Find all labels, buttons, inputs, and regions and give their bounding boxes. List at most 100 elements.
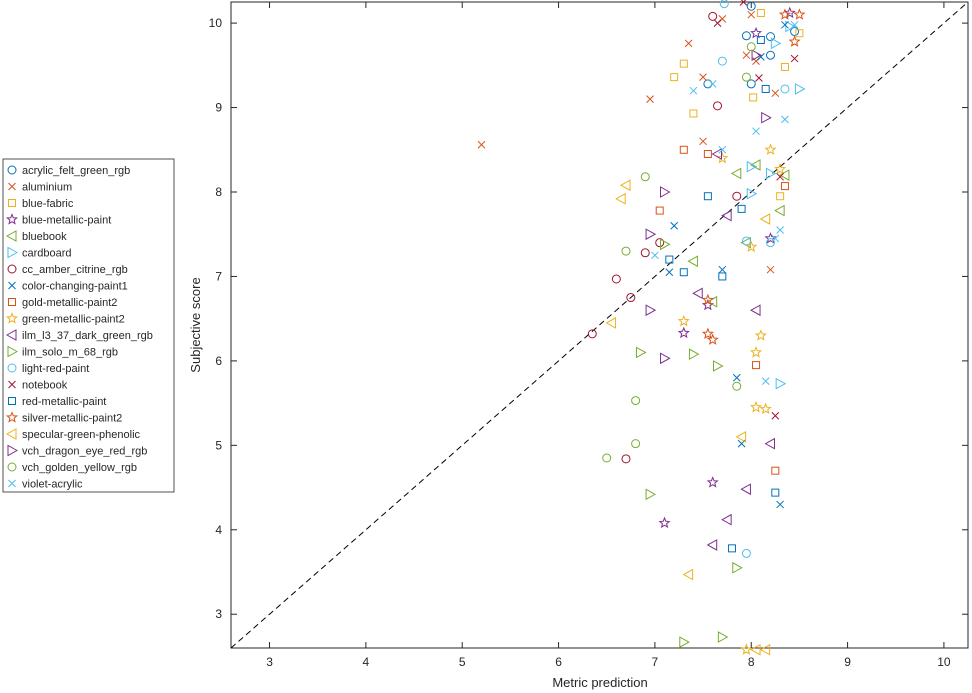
data-point	[754, 329, 767, 341]
y-tick-label: 9	[215, 101, 222, 115]
data-point	[790, 54, 799, 63]
data-point	[658, 516, 671, 529]
data-point	[781, 115, 789, 124]
data-point	[741, 31, 751, 41]
legend-entry: red-metallic-paint	[8, 396, 106, 408]
legend-marker	[7, 264, 17, 274]
data-point	[774, 162, 787, 175]
data-point	[619, 179, 631, 192]
legend-entry: vch_dragon_eye_red_rgb	[7, 444, 147, 458]
series-blue-fabric	[670, 8, 804, 201]
data-point	[660, 186, 671, 198]
y-tick-label: 8	[215, 185, 222, 199]
y-tick-label: 7	[215, 269, 222, 283]
legend-label: specular-green-phenolic	[22, 429, 141, 441]
data-point	[631, 396, 641, 406]
data-point	[751, 49, 763, 62]
data-point	[739, 0, 748, 6]
data-point	[781, 20, 789, 29]
data-point	[689, 109, 698, 118]
data-point	[688, 348, 700, 360]
data-point	[655, 206, 664, 215]
data-point	[640, 172, 650, 182]
data-point	[699, 137, 707, 146]
legend-label: ilm_solo_m_68_rgb	[22, 347, 118, 359]
legend-entry: light-red-paint	[7, 363, 89, 375]
legend-label: silver-metallic-paint2	[22, 413, 122, 425]
series-red-metallic-paint	[665, 36, 780, 553]
data-point	[611, 274, 621, 284]
data-point	[750, 304, 761, 317]
series-violet-acrylic	[651, 20, 799, 386]
data-point	[692, 287, 703, 300]
series-gold-metallic-paint2	[655, 145, 789, 475]
data-point	[746, 160, 758, 173]
data-point	[645, 488, 657, 501]
x-axis-label: Metric prediction	[552, 675, 647, 690]
data-point	[752, 361, 761, 370]
reference-line-layer	[230, 1, 969, 649]
legend-entry: aluminium	[8, 182, 72, 194]
legend-marker	[5, 329, 17, 341]
legend-entry: cc_amber_citrine_rgb	[7, 264, 128, 276]
y-tick-label: 6	[215, 354, 222, 368]
data-point	[651, 251, 659, 260]
y-tick-layer: 3 4 5 6 7 8 9 10	[209, 16, 968, 621]
data-point	[759, 213, 771, 225]
legend-entry: bluebook	[5, 230, 67, 243]
x-tick-label: 3	[266, 655, 273, 669]
legend-label: color-changing-paint1	[22, 281, 128, 293]
x-tick-label: 6	[555, 655, 562, 669]
legend-label: vch_golden_yellow_rgb	[22, 462, 137, 474]
data-point	[730, 167, 742, 180]
legend-entry: cardboard	[7, 246, 72, 260]
data-point	[750, 26, 763, 39]
legend-marker	[5, 312, 19, 324]
data-point	[645, 304, 657, 317]
data-point	[771, 234, 780, 243]
series-silver-metallic-paint2	[701, 8, 806, 345]
data-point	[740, 643, 753, 655]
series-green-metallic-paint2	[677, 143, 787, 655]
legend-entry: vch_golden_yellow_rgb	[7, 462, 137, 474]
series-color-changing-paint1	[665, 20, 789, 509]
legend-entry: silver-metallic-paint2	[5, 411, 122, 425]
data-point	[766, 167, 777, 180]
data-point	[679, 636, 690, 648]
data-point	[732, 373, 741, 382]
legend-label: vch_dragon_eye_red_rgb	[22, 446, 147, 458]
data-point	[746, 79, 756, 89]
data-point	[755, 74, 763, 82]
legend-label: green-metallic-paint2	[22, 314, 125, 326]
data-point	[687, 255, 698, 268]
data-point	[677, 314, 690, 327]
data-point	[774, 204, 785, 217]
data-point	[670, 221, 679, 230]
data-point	[776, 172, 784, 181]
series-vch_golden_yellow_rgb	[602, 42, 756, 463]
legend-label: aluminium	[22, 182, 72, 194]
data-point	[783, 6, 796, 19]
data-point	[706, 333, 719, 345]
x-tick-layer: 3 4 5 6 7 8 9 10	[266, 2, 951, 669]
data-point	[766, 50, 776, 60]
data-point	[776, 500, 784, 509]
data-point	[679, 59, 688, 68]
legend-marker	[7, 246, 19, 259]
data-point	[780, 84, 790, 94]
data-point	[713, 360, 724, 372]
data-point	[756, 8, 765, 17]
legend-marker	[7, 444, 19, 457]
y-tick-label: 10	[209, 16, 223, 30]
data-point	[761, 377, 770, 386]
data-point	[665, 255, 674, 264]
data-point	[757, 53, 765, 61]
legend-marker	[7, 462, 17, 472]
data-point	[732, 191, 742, 201]
legend-marker	[8, 380, 16, 389]
data-point	[741, 236, 751, 246]
series-vch_dragon_eye_red_rgb	[645, 49, 772, 365]
data-point	[679, 145, 688, 154]
data-point	[718, 145, 727, 154]
